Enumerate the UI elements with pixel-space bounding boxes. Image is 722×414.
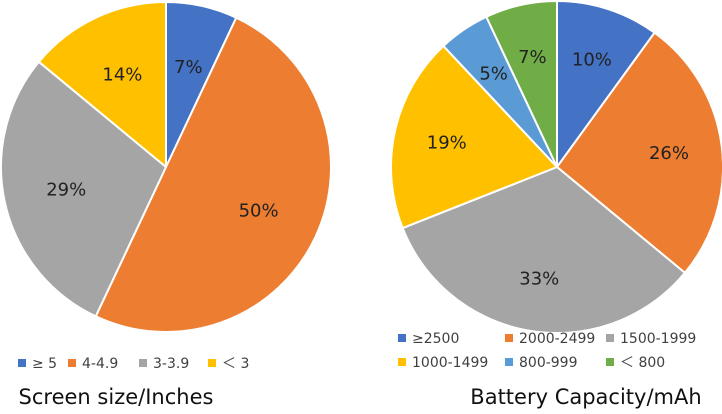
pie-slice-1500-1999	[401, 166, 686, 334]
slice-label-800-999: 5%	[479, 64, 508, 85]
slice-label-2000-2499: 26%	[649, 143, 689, 164]
legend-swatch-lt-800	[606, 358, 614, 366]
screen-size-title: Screen size/Inches	[19, 385, 214, 409]
legend-label-4-4-9: 4-4.9	[82, 356, 118, 372]
legend-swatch-lt-3	[208, 359, 216, 367]
legend-label-2000-2499: 2000-2499	[519, 331, 595, 347]
pie-slice-4-4-9	[94, 16, 332, 333]
slice-label-ge2500: 10%	[572, 50, 612, 71]
legend-label-1000-1499: 1000-1499	[412, 355, 488, 371]
legend-swatch-4-4-9	[68, 359, 76, 367]
pie-slice-3-3-9	[0, 60, 167, 318]
battery-capacity-pie: 10% 26% 33% 19% 5% 7%	[390, 0, 722, 334]
pie-slice-ge2500	[556, 0, 656, 168]
legend-label-lt-3: ＜ 3	[222, 356, 249, 372]
battery-capacity-legend: ≥2500 2000-2499 1500-1999 1000-1499 800-999 ＜…	[398, 331, 696, 371]
legend-label-ge2500: ≥2500	[412, 331, 459, 347]
screen-size-legend: ≥ 5 4-4.9 3-3.9 ＜ 3	[18, 356, 249, 372]
pie-slice-1000-1499	[390, 44, 558, 230]
legend-label-800-999: 800-999	[519, 355, 578, 371]
screen-size-pie: 7% 50% 29% 14%	[0, 1, 332, 333]
slice-label-1000-1499: 19%	[427, 132, 467, 153]
legend-label-1500-1999: 1500-1999	[620, 331, 696, 347]
slice-label-lt-800: 7%	[518, 47, 547, 68]
slice-label-ge-5: 7%	[174, 57, 203, 78]
legend-swatch-ge-5	[18, 359, 26, 367]
legend-label-3-3-9: 3-3.9	[153, 356, 189, 372]
slice-label-1500-1999: 33%	[519, 269, 559, 290]
legend-swatch-ge2500	[398, 334, 406, 342]
pie-slice-lt-3	[37, 1, 167, 168]
legend-swatch-2000-2499	[505, 334, 513, 342]
legend-label-ge-5: ≥ 5	[32, 356, 57, 372]
legend-swatch-3-3-9	[139, 359, 147, 367]
legend-swatch-1000-1499	[398, 358, 406, 366]
legend-label-lt-800: ＜ 800	[620, 355, 665, 371]
legend-swatch-800-999	[505, 358, 513, 366]
battery-capacity-title: Battery Capacity/mAh	[470, 385, 701, 409]
legend-swatch-1500-1999	[606, 334, 614, 342]
slice-label-3-3-9: 29%	[46, 179, 86, 200]
slice-label-4-4-9: 50%	[239, 201, 279, 222]
slice-label-lt-3: 14%	[102, 64, 142, 85]
pie-slice-lt-800	[485, 0, 558, 168]
